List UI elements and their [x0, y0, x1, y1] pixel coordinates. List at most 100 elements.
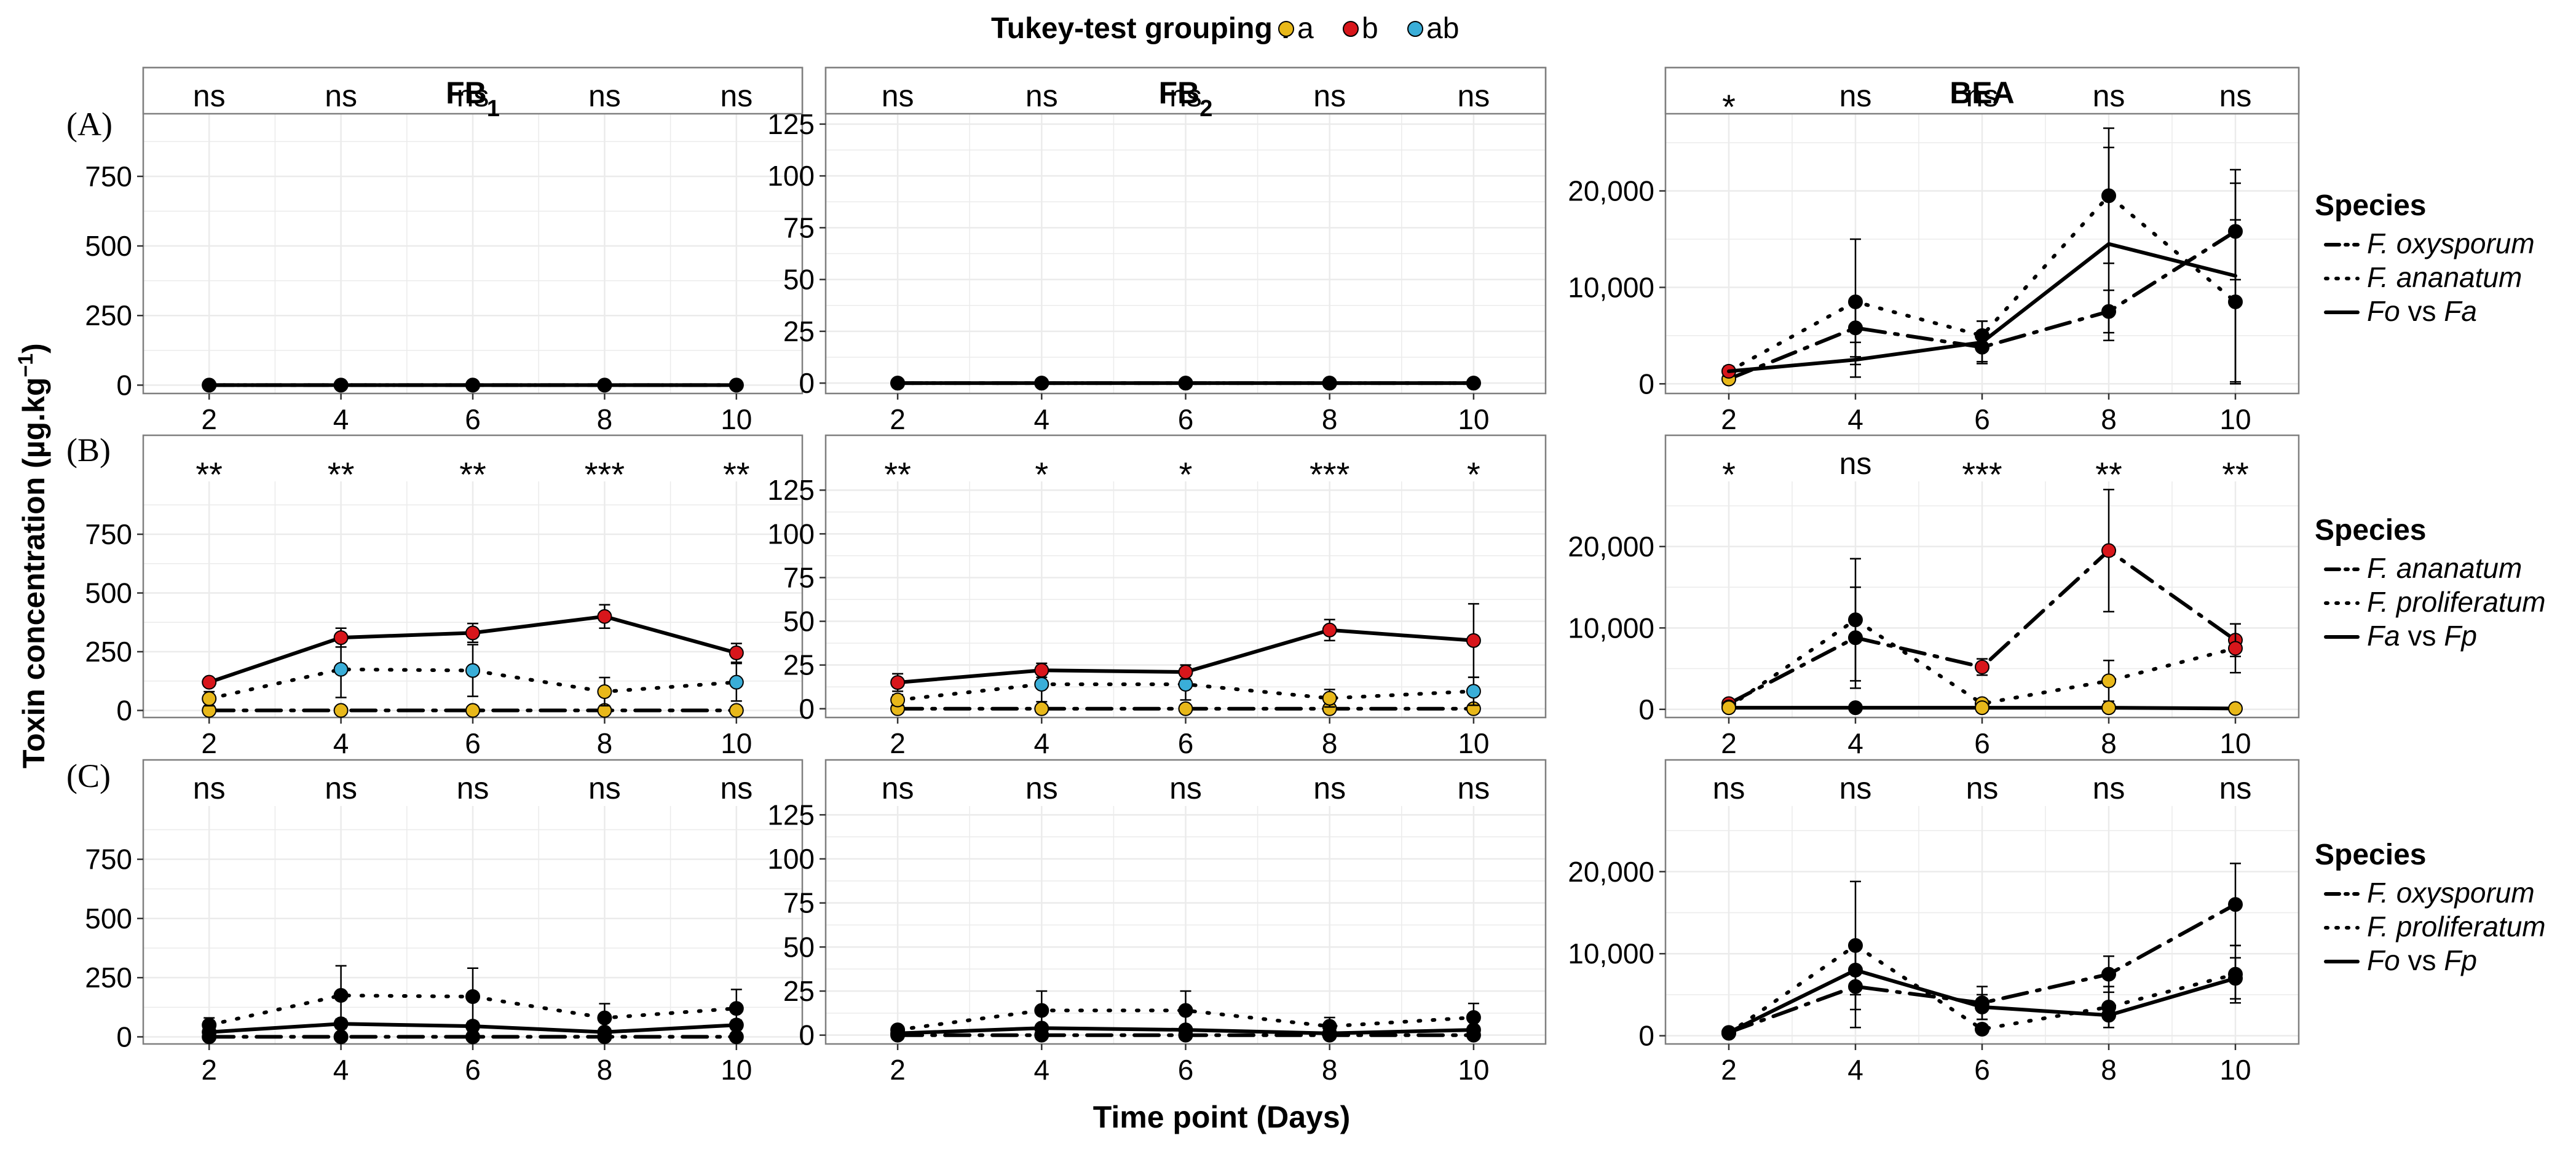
y-tick-label: 0 — [799, 367, 815, 399]
panel-C-FB1: 0 250 500 750 2 4 6 8 10 ns ns ns ns ns — [85, 759, 804, 1086]
legend-label-part: vs — [2400, 295, 2444, 327]
data-point — [729, 674, 744, 690]
legend-label: F. oxysporum — [2367, 877, 2535, 909]
tukey-legend-title: Tukey-test grouping : — [991, 12, 1290, 45]
series-line-dotted — [1727, 618, 2237, 709]
data-point — [2228, 701, 2243, 716]
x-tick-label: 4 — [333, 727, 349, 759]
x-tick-label: 6 — [465, 1054, 481, 1086]
data-point — [729, 1018, 744, 1033]
significance-label: ns — [193, 771, 226, 805]
data-point — [333, 988, 349, 1003]
significance-label: ns — [720, 79, 753, 113]
data-point — [729, 703, 744, 718]
y-axis-title-close: ) — [17, 343, 51, 354]
data-point — [1178, 665, 1193, 680]
x-tick-label: 10 — [2219, 727, 2251, 759]
y-tick-label: 250 — [85, 636, 132, 668]
legend-label: Fo vs Fp — [2367, 944, 2477, 976]
x-tick-label: 4 — [1847, 727, 1863, 759]
significance-label: ns — [882, 771, 914, 805]
facet-title-main: FB — [1159, 76, 1200, 110]
x-tick-label: 10 — [721, 1054, 752, 1086]
significance-label: ns — [2093, 771, 2125, 805]
x-tick-label: 10 — [2219, 1054, 2251, 1086]
row-label-0: (A) — [66, 106, 113, 143]
legend-label-part: Fa — [2367, 620, 2400, 652]
y-tick-label: 50 — [783, 606, 815, 638]
y-tick-label: 50 — [783, 264, 815, 296]
x-tick-label: 10 — [721, 403, 752, 435]
data-point — [2101, 673, 2116, 689]
significance-label: ** — [2222, 455, 2249, 494]
series-line-dotted — [896, 682, 1476, 702]
legend-label-part: F. oxysporum — [2367, 877, 2535, 909]
y-tick-label: 20,000 — [1568, 531, 1654, 563]
data-point — [890, 692, 906, 708]
y-tick-label: 500 — [85, 230, 132, 262]
data-point — [1466, 1022, 1481, 1038]
tukey-dot-a — [1278, 21, 1294, 37]
data-point — [1322, 690, 1337, 706]
significance-label: ns — [193, 79, 226, 113]
x-tick-label: 2 — [1721, 403, 1737, 435]
y-tick-label: 0 — [1638, 368, 1654, 400]
legend-label: F. oxysporum — [2367, 227, 2535, 259]
legend-label: F. proliferatum — [2367, 586, 2546, 618]
y-tick-label: 75 — [783, 887, 815, 919]
data-point — [465, 625, 480, 641]
data-point — [2101, 543, 2116, 558]
x-tick-label: 8 — [597, 1054, 613, 1086]
significance-label: ** — [328, 455, 355, 494]
y-tick-label: 10,000 — [1568, 271, 1654, 303]
data-point — [202, 674, 217, 690]
tukey-label-a: a — [1297, 12, 1314, 45]
legend-label-part: Fo — [2367, 944, 2400, 976]
x-tick-label: 4 — [333, 1054, 349, 1086]
facet-strip — [142, 66, 804, 115]
data-point — [729, 1001, 744, 1016]
x-tick-label: 6 — [1974, 1054, 1990, 1086]
legend-label-part: vs — [2400, 944, 2444, 976]
data-point — [1034, 701, 1049, 716]
y-tick-label: 20,000 — [1568, 856, 1654, 888]
data-point — [2101, 1008, 2116, 1023]
significance-label: ns — [1966, 771, 1999, 805]
legend-label-part: F. proliferatum — [2367, 911, 2546, 943]
x-tick-label: 2 — [201, 727, 217, 759]
x-tick-label: 2 — [201, 403, 217, 435]
x-tick-label: 10 — [2219, 403, 2251, 435]
significance-label: ns — [1839, 446, 1872, 481]
data-point — [2228, 897, 2243, 912]
legend-label-part: F. ananatum — [2367, 261, 2522, 293]
data-point — [465, 703, 480, 718]
y-tick-label: 25 — [783, 649, 815, 681]
significance-label: ** — [723, 455, 750, 494]
x-tick-label: 8 — [597, 727, 613, 759]
legend-label-part: F. ananatum — [2367, 552, 2522, 584]
data-point — [2228, 641, 2243, 656]
y-tick-label: 10,000 — [1568, 612, 1654, 644]
x-tick-label: 8 — [2101, 727, 2117, 759]
panel-C-FB2: 0 25 50 75 100 125 2 4 6 8 10 ns ns ns ns ns — [767, 759, 1547, 1086]
facet-strip — [1664, 66, 2300, 115]
facet-strip — [824, 66, 1547, 115]
x-tick-label: 8 — [1322, 727, 1338, 759]
legend-label-part: Fp — [2444, 944, 2477, 976]
y-tick-label: 0 — [116, 695, 132, 727]
series-line-solid — [1727, 242, 2237, 373]
data-point — [890, 1026, 906, 1041]
x-tick-label: 10 — [1458, 403, 1489, 435]
x-tick-label: 6 — [465, 403, 481, 435]
data-point — [333, 630, 349, 646]
significance-label: ns — [1313, 79, 1346, 113]
x-tick-label: 6 — [465, 727, 481, 759]
data-point — [1466, 1010, 1481, 1025]
data-point — [1975, 1021, 1989, 1037]
row-label-2: (C) — [66, 757, 111, 794]
data-point — [890, 675, 906, 690]
legend-label-part: Fp — [2444, 620, 2477, 652]
